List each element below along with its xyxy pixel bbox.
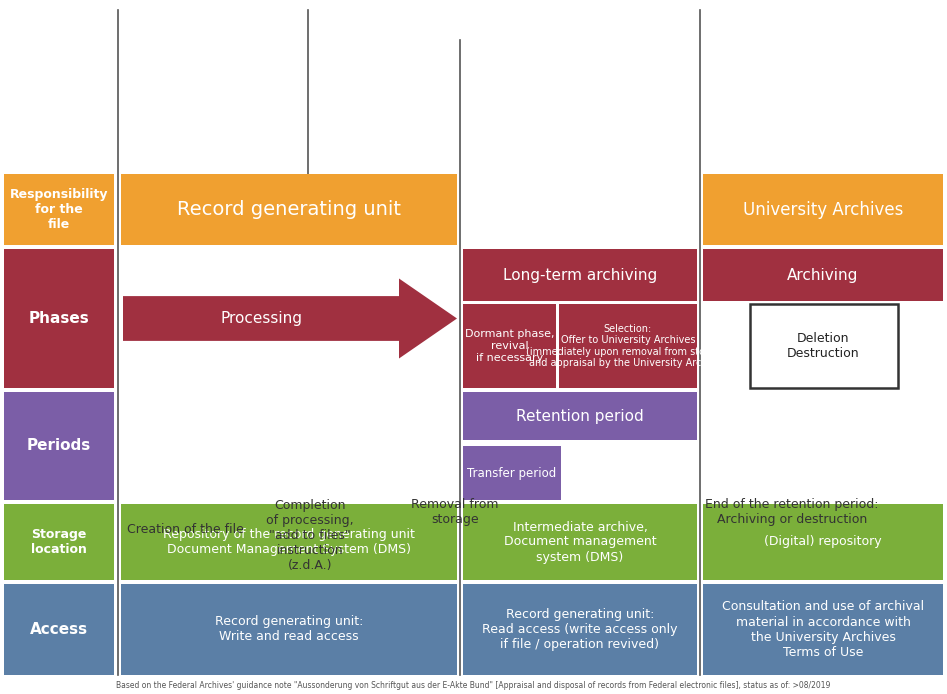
Text: Processing: Processing (220, 311, 302, 326)
Text: Deletion
Destruction: Deletion Destruction (787, 332, 860, 360)
Bar (4, 392, 114, 500)
Bar (463, 584, 697, 675)
Text: Based on the Federal Archives' guidance note "Aussonderung von Schriftgut aus de: Based on the Federal Archives' guidance … (116, 682, 831, 691)
Bar (463, 249, 697, 301)
Text: Record generating unit:
Read access (write access only
if file / operation reviv: Record generating unit: Read access (wri… (482, 608, 678, 651)
Text: Completion
of processing,
"add to files"
instruction
(z.d.A.): Completion of processing, "add to files"… (266, 499, 354, 572)
Bar (703, 174, 943, 245)
Text: Record generating unit:
Write and read access: Record generating unit: Write and read a… (215, 616, 364, 643)
Text: Record generating unit: Record generating unit (177, 200, 401, 219)
Text: Access: Access (30, 622, 88, 637)
Polygon shape (123, 278, 457, 359)
Text: End of the retention period:
Archiving or destruction: End of the retention period: Archiving o… (706, 498, 879, 526)
Text: Retention period: Retention period (516, 409, 644, 423)
Text: Consultation and use of archival
material in accordance with
the University Arch: Consultation and use of archival materia… (722, 600, 924, 659)
Bar (463, 504, 697, 580)
Bar (703, 249, 943, 301)
Bar (463, 446, 561, 500)
Text: University Archives: University Archives (742, 201, 903, 219)
Bar (559, 304, 697, 388)
Text: Creation of the file: Creation of the file (127, 523, 243, 536)
Text: Archiving: Archiving (787, 267, 859, 282)
Text: Phases: Phases (28, 311, 89, 326)
Bar (463, 392, 697, 440)
Text: Responsibility
for the
file: Responsibility for the file (9, 188, 108, 231)
Text: Storage
location: Storage location (31, 528, 87, 556)
Bar (4, 504, 114, 580)
Bar (703, 584, 943, 675)
Bar (703, 504, 943, 580)
Bar (121, 174, 457, 245)
Bar (463, 304, 556, 388)
Bar (4, 174, 114, 245)
Text: Transfer period: Transfer period (468, 466, 557, 480)
Text: Removal from
storage: Removal from storage (411, 498, 499, 526)
Bar (121, 584, 457, 675)
Text: Intermediate archive,
Document management
system (DMS): Intermediate archive, Document managemen… (504, 520, 656, 564)
Bar (4, 584, 114, 675)
Text: Long-term archiving: Long-term archiving (503, 267, 657, 282)
Text: Repository of the record generating unit
Document Management System (DMS): Repository of the record generating unit… (163, 528, 415, 556)
Text: (Digital) repository: (Digital) repository (764, 536, 882, 548)
Bar (749, 304, 898, 388)
Text: Dormant phase,
revival
if necessary: Dormant phase, revival if necessary (465, 330, 554, 362)
Text: Selection:
Offer to University Archives
(immediately upon removal from storage)
: Selection: Offer to University Archives … (526, 323, 730, 369)
Text: Periods: Periods (27, 439, 91, 453)
Bar (121, 504, 457, 580)
Bar (4, 249, 114, 388)
